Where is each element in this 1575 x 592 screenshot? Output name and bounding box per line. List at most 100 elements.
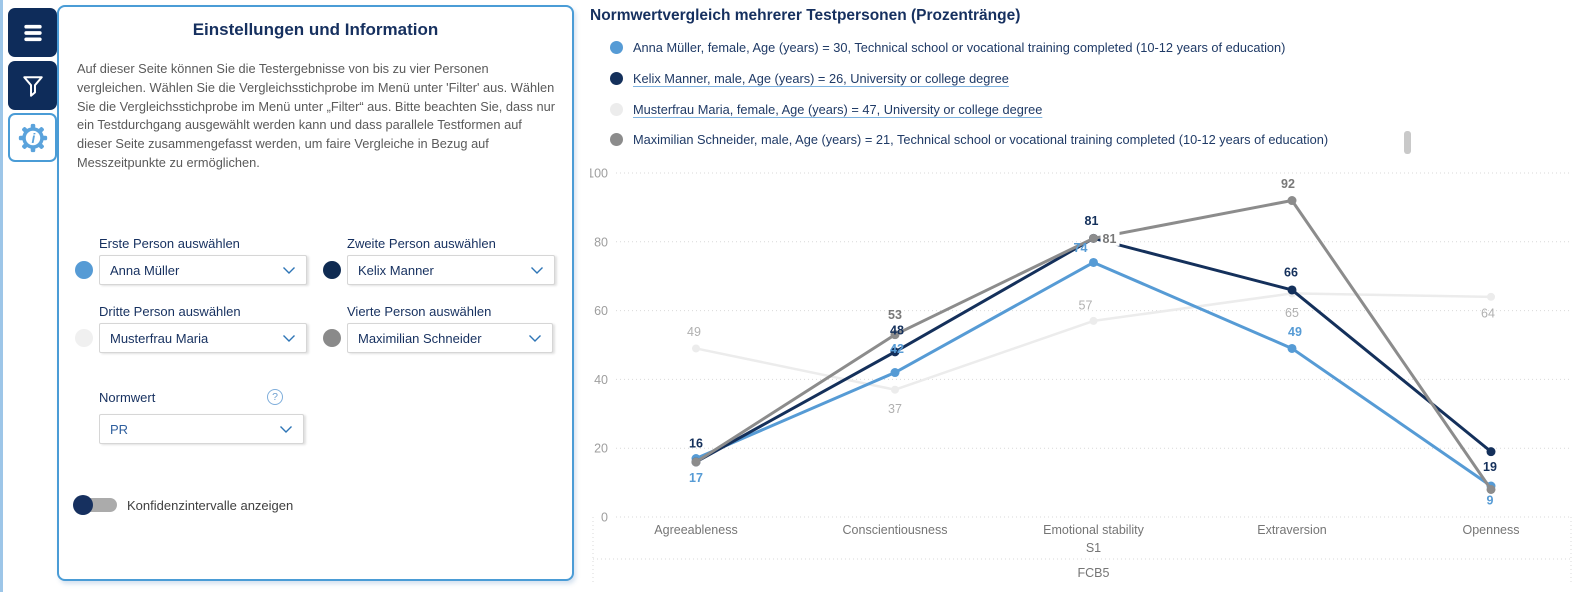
data-point[interactable] — [1089, 233, 1098, 243]
data-point[interactable] — [1287, 343, 1297, 353]
data-point[interactable] — [1287, 285, 1297, 295]
data-label: 16 — [689, 436, 703, 450]
selector-label-1: Erste Person auswählen — [99, 236, 240, 251]
menu-button[interactable] — [8, 8, 57, 57]
data-point[interactable] — [691, 457, 701, 467]
svg-text:i: i — [31, 131, 35, 146]
y-tick-label: 40 — [594, 373, 608, 387]
data-label: 81 — [1103, 232, 1117, 246]
chart-svg: 0 20 40 60 80 100 Agreeableness Conscientiousne… — [587, 167, 1572, 583]
data-label: 49 — [1288, 325, 1302, 339]
toggle-knob — [73, 495, 93, 515]
settings-info-gear-icon: i — [18, 123, 47, 152]
chevron-down-icon — [283, 266, 295, 274]
person-1-value: Anna Müller — [110, 262, 180, 278]
settings-panel: Einstellungen und Information Auf dieser… — [57, 5, 574, 581]
panel-description: Auf dieser Seite können Sie die Testerge… — [77, 61, 555, 170]
y-tick-label: 20 — [594, 442, 608, 456]
data-label-chip — [1100, 230, 1120, 246]
selector-label-3: Dritte Person auswählen — [99, 304, 241, 319]
normwert-label: Normwert — [99, 390, 156, 405]
legend-item-4[interactable]: Maximilian Schneider, male, Age (years) … — [606, 130, 1351, 150]
y-tick-label: 0 — [601, 511, 608, 525]
person-2-value: Kelix Manner — [358, 262, 434, 278]
data-label: 57 — [1079, 298, 1093, 312]
data-label: 65 — [1285, 306, 1299, 320]
chart-legend: Anna Müller, female, Age (years) = 30, T… — [606, 38, 1351, 159]
data-label: 74 — [1074, 241, 1088, 255]
legend-item-3[interactable]: Musterfrau Maria, female, Age (years) = … — [606, 100, 1351, 120]
data-point[interactable] — [1089, 316, 1098, 325]
filter-button[interactable] — [8, 61, 57, 110]
settings-info-button[interactable]: i — [8, 113, 57, 162]
data-label: 37 — [888, 402, 902, 416]
data-point[interactable] — [1486, 447, 1496, 457]
selector-label-4: Vierte Person auswählen — [347, 304, 492, 319]
y-tick-label: 80 — [594, 235, 608, 249]
person-4-color-dot — [323, 329, 341, 347]
axis-sublabel-s1: S1 — [1086, 541, 1101, 555]
selector-label-2: Zweite Person auswählen — [347, 236, 496, 251]
legend-text: Anna Müller, female, Age (years) = 30, T… — [633, 40, 1286, 55]
data-point[interactable] — [890, 330, 900, 340]
person-2-dropdown[interactable]: Kelix Manner — [347, 255, 555, 285]
normwert-dropdown[interactable]: PR — [99, 414, 304, 444]
normwert-value: PR — [110, 421, 129, 437]
panel-title: Einstellungen und Information — [192, 20, 439, 39]
person-4-dropdown[interactable]: Maximilian Schneider — [347, 323, 553, 353]
data-point[interactable] — [1089, 257, 1098, 267]
x-category-label: Openness — [1463, 523, 1520, 537]
chart-line-4 — [695, 199, 1493, 491]
data-label: 92 — [1281, 177, 1295, 191]
legend-dot — [610, 133, 623, 147]
data-point[interactable] — [692, 344, 700, 353]
legend-dot — [610, 102, 623, 116]
x-category-label: Extraversion — [1257, 523, 1327, 537]
chevron-down-icon — [531, 266, 543, 274]
data-label: 48 — [890, 323, 904, 337]
toggle-label: Konfidenzintervalle anzeigen — [127, 498, 294, 513]
legend-scrollbar[interactable] — [1404, 131, 1411, 154]
confidence-interval-toggle[interactable] — [73, 495, 119, 515]
x-category-label: Emotional stability — [1043, 523, 1144, 537]
question-mark-icon[interactable]: ? — [267, 389, 283, 405]
x-category-label: Conscientiousness — [843, 523, 948, 537]
data-label: 81 — [1085, 214, 1099, 228]
data-point[interactable] — [1486, 484, 1496, 494]
person-3-value: Musterfrau Maria — [110, 330, 209, 346]
axis-sublabel-fcb5: FCB5 — [1078, 566, 1110, 580]
x-category-label: Agreeableness — [654, 523, 737, 537]
data-label: 19 — [1483, 460, 1497, 474]
data-label: 66 — [1284, 265, 1298, 279]
data-point[interactable] — [891, 385, 899, 394]
legend-text: Kelix Manner, male, Age (years) = 26, Un… — [633, 70, 1009, 86]
data-point[interactable] — [1287, 196, 1297, 206]
data-point[interactable] — [890, 368, 900, 378]
data-label: 53 — [888, 308, 902, 322]
person-3-dropdown[interactable]: Musterfrau Maria — [99, 323, 307, 353]
legend-dot — [610, 71, 623, 85]
chevron-down-icon — [529, 334, 541, 342]
person-1-color-dot — [75, 261, 93, 279]
y-tick-label: 60 — [594, 304, 608, 318]
left-accent-strip — [0, 0, 3, 592]
legend-item-1[interactable]: Anna Müller, female, Age (years) = 30, T… — [606, 38, 1351, 58]
legend-item-2[interactable]: Kelix Manner, male, Age (years) = 26, Un… — [606, 69, 1351, 89]
chevron-down-icon — [280, 425, 292, 433]
data-point[interactable] — [1487, 292, 1495, 301]
data-label: 42 — [890, 342, 904, 356]
y-tick-label: 100 — [590, 167, 608, 181]
person-4-value: Maximilian Schneider — [358, 330, 482, 346]
person-1-dropdown[interactable]: Anna Müller — [99, 255, 307, 285]
legend-text: Maximilian Schneider, male, Age (years) … — [633, 132, 1329, 148]
chart-line-2 — [695, 236, 1492, 464]
filter-icon — [22, 75, 43, 97]
person-3-color-dot — [75, 329, 93, 347]
menu-icon — [23, 24, 42, 41]
data-point[interactable] — [890, 347, 900, 357]
data-label: 17 — [689, 471, 703, 485]
data-label: 64 — [1481, 306, 1495, 320]
data-label: 49 — [687, 325, 701, 339]
chart-line-3 — [695, 292, 1492, 391]
